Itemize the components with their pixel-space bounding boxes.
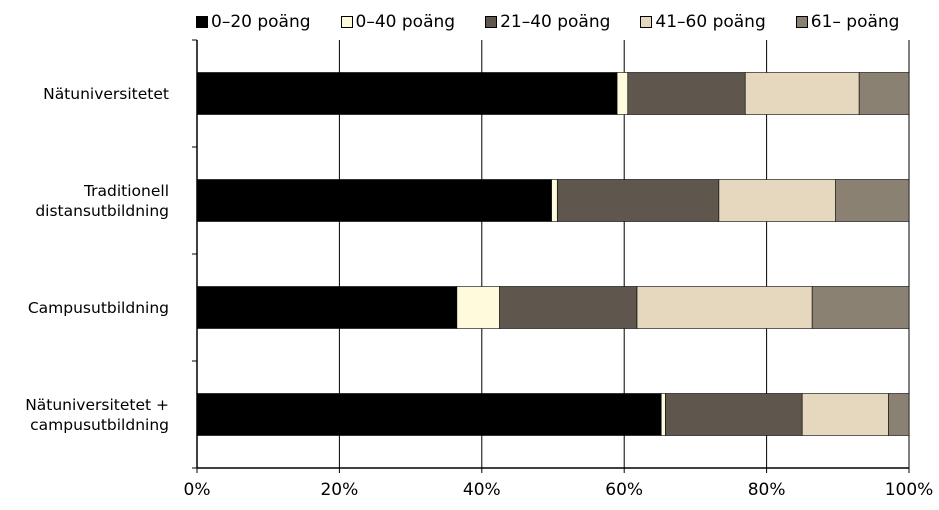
legend-label: 41–60 poäng bbox=[655, 12, 766, 32]
legend-label: 61– poäng bbox=[810, 12, 900, 32]
legend-item: 41–60 poäng bbox=[640, 12, 766, 32]
legend-item: 61– poäng bbox=[795, 12, 900, 32]
x-tick-label: 0% bbox=[183, 480, 211, 500]
legend-label: 0–20 poäng bbox=[211, 12, 311, 32]
legend-label: 21–40 poäng bbox=[500, 12, 611, 32]
x-tick-label: 40% bbox=[462, 480, 501, 500]
bar-segment bbox=[665, 393, 803, 436]
bar-segment bbox=[551, 179, 558, 222]
legend-swatch bbox=[340, 16, 353, 28]
bar-segment bbox=[616, 72, 629, 115]
bar-segment bbox=[888, 393, 910, 436]
category-label: Campusutbildning bbox=[28, 298, 169, 318]
legend-swatch bbox=[196, 16, 208, 28]
category-label: Nätuniversitetet + campusutbildning bbox=[25, 395, 169, 435]
bar-segment bbox=[858, 72, 910, 115]
category-label-line: distansutbildning bbox=[35, 201, 169, 220]
x-tick-label: 20% bbox=[320, 480, 359, 500]
bar-segment bbox=[196, 393, 662, 436]
legend-label: 0–40 poäng bbox=[355, 12, 456, 32]
bar-segment bbox=[835, 179, 910, 222]
bar-segment bbox=[196, 286, 458, 329]
x-tick-label: 100% bbox=[884, 480, 934, 500]
chart-legend: 0–20 poäng 0–40 poäng 21–40 poäng 41–60 poä… bbox=[196, 9, 899, 35]
bar-segment bbox=[660, 393, 666, 436]
bar-segment bbox=[718, 179, 836, 222]
category-label-line: Campusutbildning bbox=[27, 298, 169, 317]
x-tick-label: 80% bbox=[747, 480, 786, 500]
bar-segment bbox=[627, 72, 746, 115]
bar-segment bbox=[196, 179, 552, 222]
bar-segment bbox=[556, 179, 720, 222]
legend-item: 0–40 poäng bbox=[340, 12, 456, 32]
bar-segment bbox=[196, 72, 618, 115]
legend-swatch bbox=[485, 16, 498, 28]
category-label-line: Nätuniversitetet + bbox=[25, 395, 169, 414]
bar-segment bbox=[811, 286, 910, 329]
bar-segment bbox=[801, 393, 889, 436]
category-label-line: Nätuniversitetet bbox=[43, 84, 169, 103]
bar-segment bbox=[499, 286, 638, 329]
x-tick-label: 60% bbox=[605, 480, 644, 500]
bar-segment bbox=[456, 286, 500, 329]
legend-swatch bbox=[640, 16, 653, 28]
legend-item: 0–20 poäng bbox=[196, 12, 311, 32]
legend-swatch bbox=[795, 16, 808, 28]
category-label-line: Traditionell bbox=[83, 181, 169, 200]
category-label: Nätuniversitetet bbox=[43, 84, 169, 104]
bar-segment bbox=[636, 286, 813, 329]
bar-segment bbox=[744, 72, 860, 115]
legend-item: 21–40 poäng bbox=[485, 12, 610, 32]
category-label-line: campusutbildning bbox=[30, 415, 169, 434]
category-label: Traditionell distansutbildning bbox=[35, 181, 169, 221]
